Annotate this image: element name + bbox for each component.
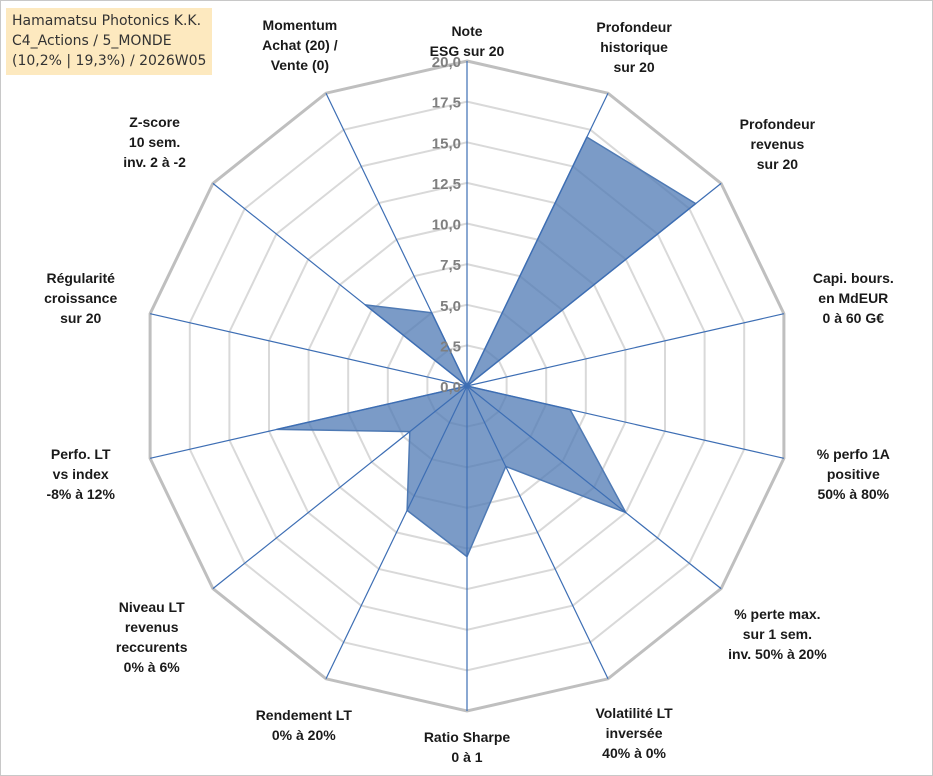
radial-tick-label: 0,0 xyxy=(440,379,461,396)
radial-tick-label: 15,0 xyxy=(432,135,461,152)
axis-label-line: 0% à 20% xyxy=(271,726,336,743)
axis-label: Capi. bours. en MdEUR 0 à 60 G€ xyxy=(768,268,933,328)
radar-spoke xyxy=(466,313,785,387)
axis-label-line: Ratio Sharpe xyxy=(423,729,511,745)
radial-tick-label: 5,0 xyxy=(440,298,461,315)
radial-tick-label: 17,5 xyxy=(432,95,461,112)
title-line-stats: (10,2% | 19,3%) / 2026W05 xyxy=(12,53,207,69)
radar-spoke xyxy=(466,385,609,680)
axis-label-line: Profondeur xyxy=(596,19,672,35)
axis-label-line: % perfo 1A xyxy=(816,446,890,463)
axis-label-line: Note xyxy=(451,23,483,39)
radar-spoke xyxy=(325,385,468,680)
axis-label: Momentum Achat (20) / Vente (0) xyxy=(215,15,385,75)
axis-label-line: revenus xyxy=(124,619,179,636)
axis-label-line: inversée xyxy=(605,725,663,741)
title-line-category: C4_Actions / 5_MONDE xyxy=(12,33,172,49)
axis-label-line: Volatilité LT xyxy=(595,705,673,721)
axis-label-line: 0 à 60 G€ xyxy=(822,309,885,326)
axis-label-line: -8% à 12% xyxy=(46,486,115,503)
radar-spoke xyxy=(212,182,468,387)
axis-label-line: ESG sur 20 xyxy=(429,43,505,59)
axis-label: Niveau LT revenus reccurents 0% à 6% xyxy=(67,597,237,677)
axis-label-line: Z-score xyxy=(129,114,180,131)
axis-label-line: Profondeur xyxy=(739,116,816,133)
radar-spoke xyxy=(149,385,468,459)
title-line-company: Hamamatsu Photonics K.K. xyxy=(12,13,202,29)
axis-label-line: Perfo. LT xyxy=(50,446,111,463)
axis-label-line: Régularité xyxy=(46,269,115,286)
radar-spoke xyxy=(466,182,722,387)
axis-label: Note ESG sur 20 xyxy=(382,21,552,61)
axis-label-line: 0 à 1 xyxy=(451,749,483,765)
axis-label-line: inv. 2 à -2 xyxy=(123,154,186,171)
axis-label: Z-score 10 sem. inv. 2 à -2 xyxy=(70,112,240,172)
axis-label-line: sur 20 xyxy=(613,59,655,75)
axis-label-line: Rendement LT xyxy=(255,706,352,723)
axis-label-line: inv. 50% à 20% xyxy=(728,645,827,662)
axis-label-line: historique xyxy=(600,39,668,55)
axis-label-line: revenus xyxy=(750,136,805,153)
axis-label: Perfo. LT vs index -8% à 12% xyxy=(0,444,166,504)
title-box: Hamamatsu Photonics K.K. C4_Actions / 5_… xyxy=(6,8,213,75)
axis-label: Volatilité LT inversée 40% à 0% xyxy=(549,703,719,763)
axis-label-line: vs index xyxy=(52,466,109,483)
axis-label-line: Capi. bours. xyxy=(812,269,894,286)
radial-tick-labels: 0,0 2,5 5,0 7,5 10,0 12,5 15,0 17,5 20,0 xyxy=(432,54,461,396)
radar-spoke xyxy=(466,92,609,387)
axis-label: Profondeur historique sur 20 xyxy=(549,17,719,77)
radial-tick-label: 7,5 xyxy=(440,257,461,274)
axis-label-line: Vente (0) xyxy=(270,57,330,73)
axis-label-line: 50% à 80% xyxy=(817,486,890,503)
radar-spoke xyxy=(466,385,722,590)
radar-spoke xyxy=(325,92,468,387)
axis-label-line: 0% à 6% xyxy=(123,659,180,676)
axis-label-line: Achat (20) / xyxy=(262,37,338,53)
axis-label: Profondeur revenus sur 20 xyxy=(692,114,862,174)
radar-spoke xyxy=(212,385,468,590)
axis-label-line: sur 20 xyxy=(756,156,799,173)
axis-label: Ratio Sharpe 0 à 1 xyxy=(382,727,552,767)
axis-label: Rendement LT 0% à 20% xyxy=(219,705,389,745)
radial-tick-label: 10,0 xyxy=(432,217,461,234)
axis-label-line: croissance xyxy=(44,289,118,306)
axis-label-line: positive xyxy=(826,466,880,483)
radial-tick-label: 12,5 xyxy=(432,176,461,193)
radial-tick-label: 2,5 xyxy=(440,338,461,355)
axis-label-line: 40% à 0% xyxy=(602,745,666,761)
axis-label-line: sur 20 xyxy=(60,309,102,326)
axis-label: Régularité croissance sur 20 xyxy=(0,268,166,328)
axis-label: % perfo 1A positive 50% à 80% xyxy=(768,444,933,504)
axis-label: % perte max. sur 1 sem. inv. 50% à 20% xyxy=(692,604,862,664)
radar-spoke xyxy=(466,385,785,459)
axis-label-line: 10 sem. xyxy=(128,134,181,151)
radar-spokes xyxy=(149,61,785,711)
radial-tick-label: 20,0 xyxy=(432,54,461,71)
radar-spoke xyxy=(149,313,468,387)
axis-label-line: en MdEUR xyxy=(818,289,889,306)
axis-label-line: sur 1 sem. xyxy=(742,625,813,642)
axis-label-line: Momentum xyxy=(262,17,338,33)
axis-label-line: reccurents xyxy=(115,639,188,656)
axis-label-line: Niveau LT xyxy=(118,599,185,616)
axis-label-line: % perte max. xyxy=(734,605,821,622)
